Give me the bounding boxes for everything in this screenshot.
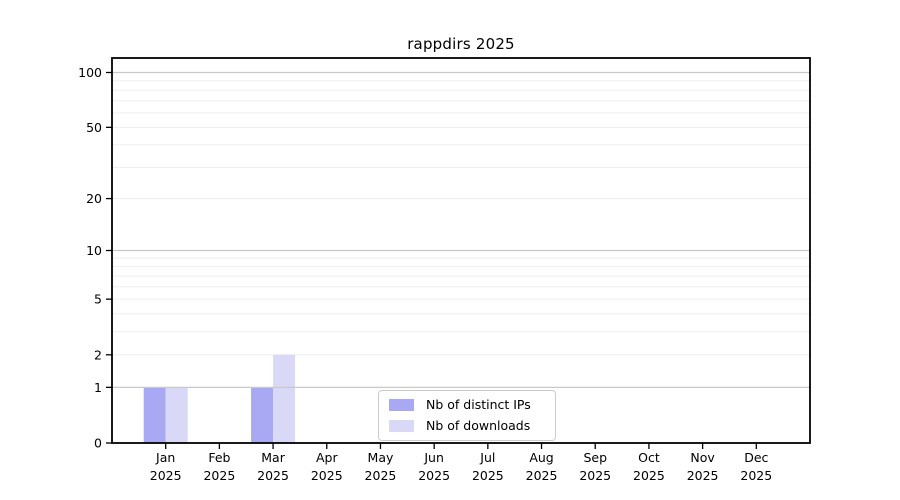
x-tick-label-year: 2025	[579, 468, 611, 483]
x-tick-label-month: Jul	[479, 450, 495, 465]
x-tick-label-month: Feb	[208, 450, 230, 465]
x-tick-label-year: 2025	[257, 468, 289, 483]
x-tick-label-month: Sep	[583, 450, 607, 465]
legend-item-distinct-ips: Nb of distinct IPs	[389, 397, 545, 412]
x-tick-label-year: 2025	[365, 468, 397, 483]
x-tick-label-month: Mar	[261, 450, 285, 465]
x-tick-label-year: 2025	[472, 468, 504, 483]
x-tick-label-month: Jan	[155, 450, 175, 465]
legend-swatch-distinct-ips	[389, 398, 414, 411]
legend-swatch-downloads	[389, 419, 414, 432]
x-tick-label-year: 2025	[203, 468, 235, 483]
x-tick-label-year: 2025	[526, 468, 558, 483]
x-tick-label-month: Nov	[690, 450, 715, 465]
x-tick-label-year: 2025	[633, 468, 665, 483]
bar	[165, 387, 188, 443]
x-tick-label-year: 2025	[740, 468, 772, 483]
y-tick-label: 20	[86, 191, 102, 206]
legend: Nb of distinct IPs Nb of downloads	[378, 390, 556, 441]
x-tick-label-month: May	[368, 450, 394, 465]
bar	[251, 387, 274, 443]
legend-label-downloads: Nb of downloads	[426, 418, 531, 433]
x-tick-label-year: 2025	[150, 468, 182, 483]
x-tick-label-month: Apr	[316, 450, 338, 465]
x-tick-label-month: Aug	[529, 450, 553, 465]
y-tick-label: 1	[94, 380, 102, 395]
bar	[273, 354, 296, 443]
y-tick-label: 50	[86, 120, 102, 135]
y-tick-label: 2	[94, 347, 102, 362]
y-tick-label: 100	[78, 65, 102, 80]
legend-item-downloads: Nb of downloads	[389, 418, 545, 433]
y-tick-label: 5	[94, 292, 102, 307]
chart-title: rappdirs 2025	[407, 35, 515, 53]
bar	[143, 387, 166, 443]
legend-label-distinct-ips: Nb of distinct IPs	[426, 397, 531, 412]
y-tick-label: 0	[94, 436, 102, 451]
x-tick-label-month: Jun	[423, 450, 444, 465]
x-tick-label-month: Oct	[638, 450, 660, 465]
x-tick-label-year: 2025	[311, 468, 343, 483]
x-tick-label-year: 2025	[418, 468, 450, 483]
y-tick-label: 10	[86, 243, 102, 258]
x-tick-label-month: Dec	[744, 450, 768, 465]
x-tick-label-year: 2025	[687, 468, 719, 483]
